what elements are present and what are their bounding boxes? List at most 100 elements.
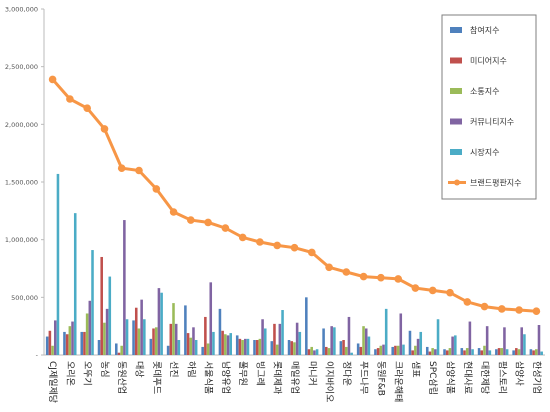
bar-5 (229, 333, 232, 355)
bar-1 (460, 348, 464, 355)
brand-index-point (117, 164, 126, 172)
bar-5 (333, 327, 336, 355)
bar-1 (80, 331, 84, 355)
bar-2 (428, 351, 432, 355)
bar-5 (212, 331, 215, 355)
bar-1 (270, 341, 274, 355)
y-tick-label: 1,500,000 (5, 179, 38, 187)
bar-1 (374, 349, 377, 355)
brand-index-point (135, 166, 143, 175)
brand-index-point (377, 273, 385, 282)
bar-5 (436, 319, 440, 355)
brand-index-point (308, 248, 316, 257)
bar-4 (105, 308, 109, 355)
bar-2 (290, 341, 294, 355)
bar-2 (255, 340, 259, 355)
y-tick-label: 2,000,000 (5, 121, 38, 129)
bar-4 (382, 344, 385, 355)
bar-1 (391, 346, 394, 355)
bar-1 (115, 343, 118, 355)
bar-3 (396, 345, 400, 355)
bar-5 (540, 351, 543, 355)
bar-5 (471, 349, 474, 355)
bar-2 (342, 340, 345, 355)
legend-swatch (450, 149, 462, 155)
brand-index-point (238, 233, 247, 242)
bar-5 (91, 250, 94, 355)
category-label: 매일유업 (289, 361, 300, 394)
bar-5 (350, 352, 353, 355)
bar-4 (278, 323, 282, 355)
brand-index-point (169, 208, 178, 216)
bar-3 (275, 344, 279, 355)
legend-box (441, 14, 537, 200)
legend-label: 미디어지수 (470, 56, 507, 66)
brand-index-point (480, 302, 489, 311)
legend-label: 커뮤니티지수 (470, 117, 514, 127)
bar-3 (68, 326, 72, 355)
bar-4 (451, 336, 454, 355)
bar-5 (505, 349, 509, 355)
category-label: 농심 (99, 361, 110, 378)
bar-4 (192, 327, 195, 355)
bar-1 (305, 297, 308, 355)
category-label: 동원산업 (116, 361, 127, 394)
bar-3 (344, 346, 348, 355)
category-label: 한성기업 (531, 361, 542, 394)
brand-index-point (256, 238, 264, 246)
bar-4 (330, 326, 333, 355)
bar-5 (125, 319, 129, 355)
bar-2 (186, 333, 190, 355)
brand-index-point (446, 288, 454, 297)
bar-4 (537, 325, 541, 355)
bar-5 (384, 308, 388, 355)
bar-2 (497, 348, 501, 355)
bar-5 (402, 344, 405, 355)
bar-2 (325, 346, 328, 355)
category-label: 마니커 (306, 361, 317, 386)
brand-index-point (187, 216, 195, 224)
bar-3 (51, 345, 54, 355)
bar-5 (56, 173, 60, 355)
bar-2 (411, 350, 414, 355)
bar-5 (367, 336, 371, 355)
legend-swatch (450, 27, 462, 33)
bar-3 (120, 345, 123, 355)
bar-4 (347, 316, 351, 355)
bar-4 (174, 323, 178, 355)
bar-2 (376, 348, 380, 355)
category-label: 하림 (185, 361, 197, 378)
bar-5 (523, 334, 526, 355)
brand-index-point (48, 75, 57, 84)
bar-3 (500, 348, 504, 355)
bar-5 (454, 335, 457, 355)
bar-2 (204, 316, 207, 355)
bar-3 (85, 313, 89, 355)
bar-1 (235, 335, 239, 355)
y-tick-label: 1,000,000 (5, 236, 38, 244)
bar-3 (448, 348, 452, 355)
bar-4 (313, 350, 316, 355)
bar-4 (209, 282, 213, 355)
brand-index-point (498, 305, 506, 313)
bar-5 (246, 338, 250, 355)
category-label: 남양유업 (220, 361, 231, 394)
brand-index-point (515, 306, 523, 314)
bar-2 (117, 352, 121, 355)
bar-2 (273, 323, 276, 355)
bar-1 (408, 330, 412, 355)
bar-3 (327, 348, 331, 355)
bar-2 (169, 323, 173, 355)
bar-2 (65, 334, 69, 355)
bar-4 (71, 321, 74, 355)
category-label: SPC삼립 (427, 361, 438, 395)
category-label: 삼양식품 (445, 361, 456, 394)
brand-index-point (532, 307, 541, 316)
category-label: 동원F&B (375, 361, 386, 396)
bar-1 (45, 336, 49, 355)
bar-4 (157, 288, 161, 355)
legend-swatch (450, 57, 462, 64)
bar-2 (532, 350, 535, 355)
bar-4 (88, 300, 92, 355)
bar-3 (224, 334, 227, 355)
